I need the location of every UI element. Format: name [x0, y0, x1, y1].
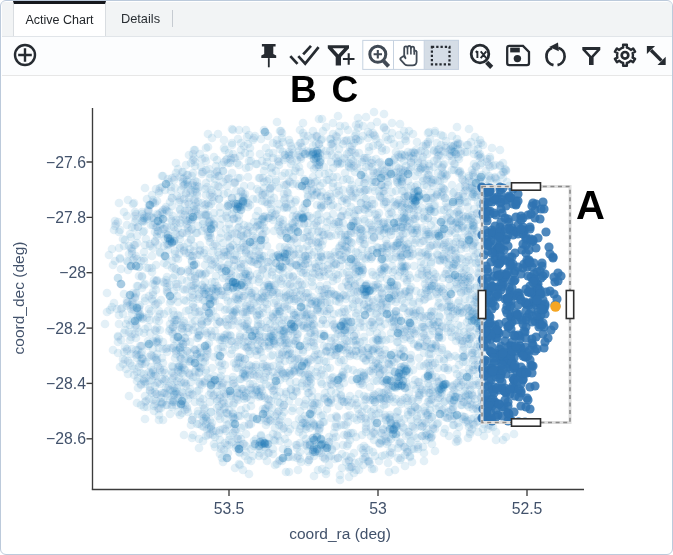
- svg-text:−28: −28: [59, 264, 86, 281]
- svg-text:53.5: 53.5: [214, 500, 245, 517]
- svg-text:−28.2: −28.2: [46, 320, 86, 337]
- svg-text:−27.8: −27.8: [46, 209, 86, 226]
- svg-text:coord_dec (deg): coord_dec (deg): [10, 242, 27, 355]
- svg-text:−28.4: −28.4: [46, 375, 86, 392]
- svg-text:52.5: 52.5: [512, 500, 543, 517]
- svg-text:53: 53: [369, 500, 387, 517]
- svg-text:−28.6: −28.6: [46, 430, 86, 447]
- svg-text:−27.6: −27.6: [46, 154, 86, 171]
- svg-text:coord_ra (deg): coord_ra (deg): [289, 525, 391, 542]
